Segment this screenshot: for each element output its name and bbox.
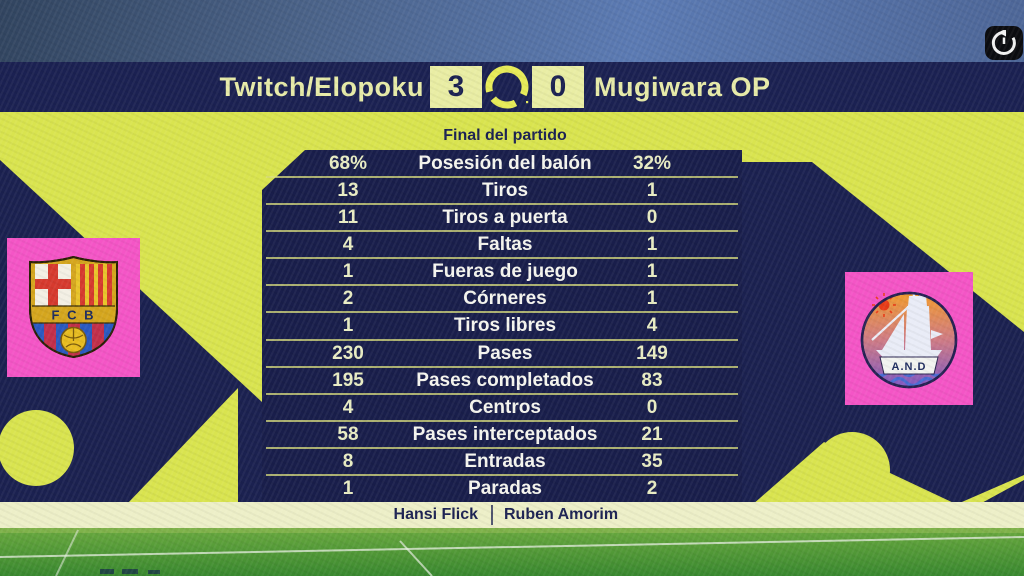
home-badge-text: F C B [52,308,96,323]
match-status-label: Final del partido [443,127,567,144]
pitch-line [0,536,1024,558]
away-manager: Ruben Amorim [504,506,619,523]
scoreboard: Twitch/Elopoku 3 0 Mugiwara OP [0,62,1024,112]
away-team-name: Mugiwara OP [594,72,771,102]
away-score: 0 [532,66,584,108]
efootball-logo [482,62,532,112]
top-background [0,0,1024,62]
home-manager: Hansi Flick [393,506,478,523]
managers-divider [491,505,493,525]
home-team-name: Twitch/Elopoku [219,72,424,102]
away-badge-text: A.N.D [892,361,927,373]
replay-button[interactable] [985,26,1023,60]
managers-strip: Hansi Flick Ruben Amorim [0,502,1024,528]
sun-icon [872,293,896,317]
home-team-badge: F C B [7,238,140,377]
replay-icon [991,30,1016,55]
away-team-badge: A.N.D [845,272,973,405]
home-score: 3 [430,66,482,108]
